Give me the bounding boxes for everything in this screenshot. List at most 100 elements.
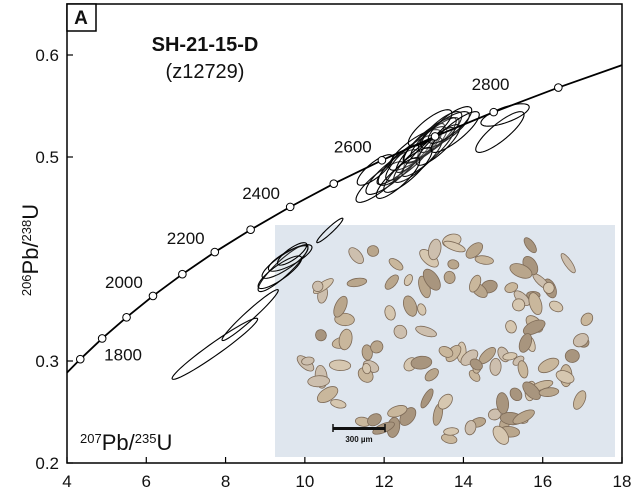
grain xyxy=(549,300,564,313)
error-ellipse xyxy=(430,111,480,153)
grain xyxy=(512,298,526,312)
grain xyxy=(403,274,413,286)
grain xyxy=(424,368,439,382)
grain xyxy=(370,340,384,354)
grain xyxy=(518,333,533,353)
age-marker xyxy=(489,107,498,117)
panel-label: A xyxy=(74,8,88,29)
grain xyxy=(415,325,437,338)
grain xyxy=(555,370,575,384)
grain xyxy=(366,245,380,257)
grain xyxy=(346,277,368,288)
label-text: Pb/ xyxy=(102,430,136,455)
error-ellipse xyxy=(383,146,433,193)
grain xyxy=(307,375,330,388)
grain xyxy=(537,357,560,374)
grain xyxy=(509,387,523,402)
grain xyxy=(328,359,352,372)
plot-frame xyxy=(66,3,623,464)
grain xyxy=(437,393,453,410)
grain xyxy=(367,413,382,427)
grain xyxy=(315,329,327,342)
grain xyxy=(489,357,502,376)
grain xyxy=(502,352,518,361)
age-label: 2200 xyxy=(167,229,205,248)
grain xyxy=(312,280,324,292)
panel-label-box xyxy=(66,3,97,32)
age-marker xyxy=(554,83,563,92)
age-marker xyxy=(210,247,220,257)
age-marker xyxy=(329,179,339,189)
grain xyxy=(388,258,404,271)
age-marker xyxy=(246,225,255,235)
plot-area: 1800 2000 2200 2400 2600 2800 xyxy=(66,54,623,464)
x-tick-label: 8 xyxy=(221,472,230,491)
grain xyxy=(330,399,347,409)
label-superscript: 207 xyxy=(80,431,102,446)
grain xyxy=(560,253,576,274)
x-tick-label: 10 xyxy=(295,472,314,491)
error-ellipse xyxy=(276,242,308,266)
x-tick-label: 4 xyxy=(62,472,71,491)
chart-title: SH-21-15-D xyxy=(152,34,259,56)
grain xyxy=(580,312,594,326)
grain xyxy=(492,425,510,445)
x-tick-label: 12 xyxy=(375,472,394,491)
grain xyxy=(517,360,529,379)
error-ellipse xyxy=(316,217,344,244)
scale-bar-label: 300 µm xyxy=(345,435,372,444)
grain xyxy=(393,324,408,339)
age-marker xyxy=(178,269,187,279)
age-marker xyxy=(430,132,440,141)
y-tick-label: 0.6 xyxy=(35,46,59,65)
chart-subtitle: (z12729) xyxy=(166,61,245,83)
error-ellipse xyxy=(407,109,453,147)
grain xyxy=(384,305,396,321)
x-tick-label: 14 xyxy=(454,472,473,491)
x-tick-label: 16 xyxy=(533,472,552,491)
grain xyxy=(338,328,353,351)
y-tick-label: 0.5 xyxy=(35,148,59,167)
y-tick-label: 0.2 xyxy=(35,454,59,473)
age-marker xyxy=(377,155,387,165)
photo-background xyxy=(275,225,615,457)
grain xyxy=(505,320,517,334)
grain xyxy=(301,356,315,366)
age-marker xyxy=(75,354,85,364)
grain xyxy=(474,255,494,265)
label-text: U xyxy=(156,430,172,455)
grain xyxy=(523,237,537,254)
grain xyxy=(469,358,483,371)
grain xyxy=(496,392,510,415)
age-marker xyxy=(148,291,158,301)
label-superscript: 238 xyxy=(19,220,34,242)
x-tick-label: 18 xyxy=(613,472,632,491)
age-label: 2800 xyxy=(472,75,510,94)
grain xyxy=(509,263,533,279)
error-ellipse xyxy=(475,111,525,153)
grain xyxy=(522,381,541,401)
grain xyxy=(522,319,546,336)
grain xyxy=(572,333,589,348)
error-ellipse xyxy=(257,255,303,290)
grain xyxy=(422,268,441,291)
grain xyxy=(443,270,456,284)
grain xyxy=(465,242,484,259)
grain xyxy=(528,292,543,316)
grain xyxy=(538,387,560,397)
grain xyxy=(333,295,348,318)
grain xyxy=(362,362,372,375)
error-ellipse xyxy=(375,157,421,199)
age-marker xyxy=(122,313,131,322)
grain xyxy=(512,409,535,425)
grain xyxy=(443,240,466,253)
grain xyxy=(428,238,442,261)
grain xyxy=(564,349,580,363)
grain xyxy=(403,295,418,317)
y-axis-label: 206Pb/238U xyxy=(18,204,43,296)
grain xyxy=(464,420,477,436)
label-superscript: 235 xyxy=(135,431,157,446)
age-label: 1800 xyxy=(104,345,142,364)
